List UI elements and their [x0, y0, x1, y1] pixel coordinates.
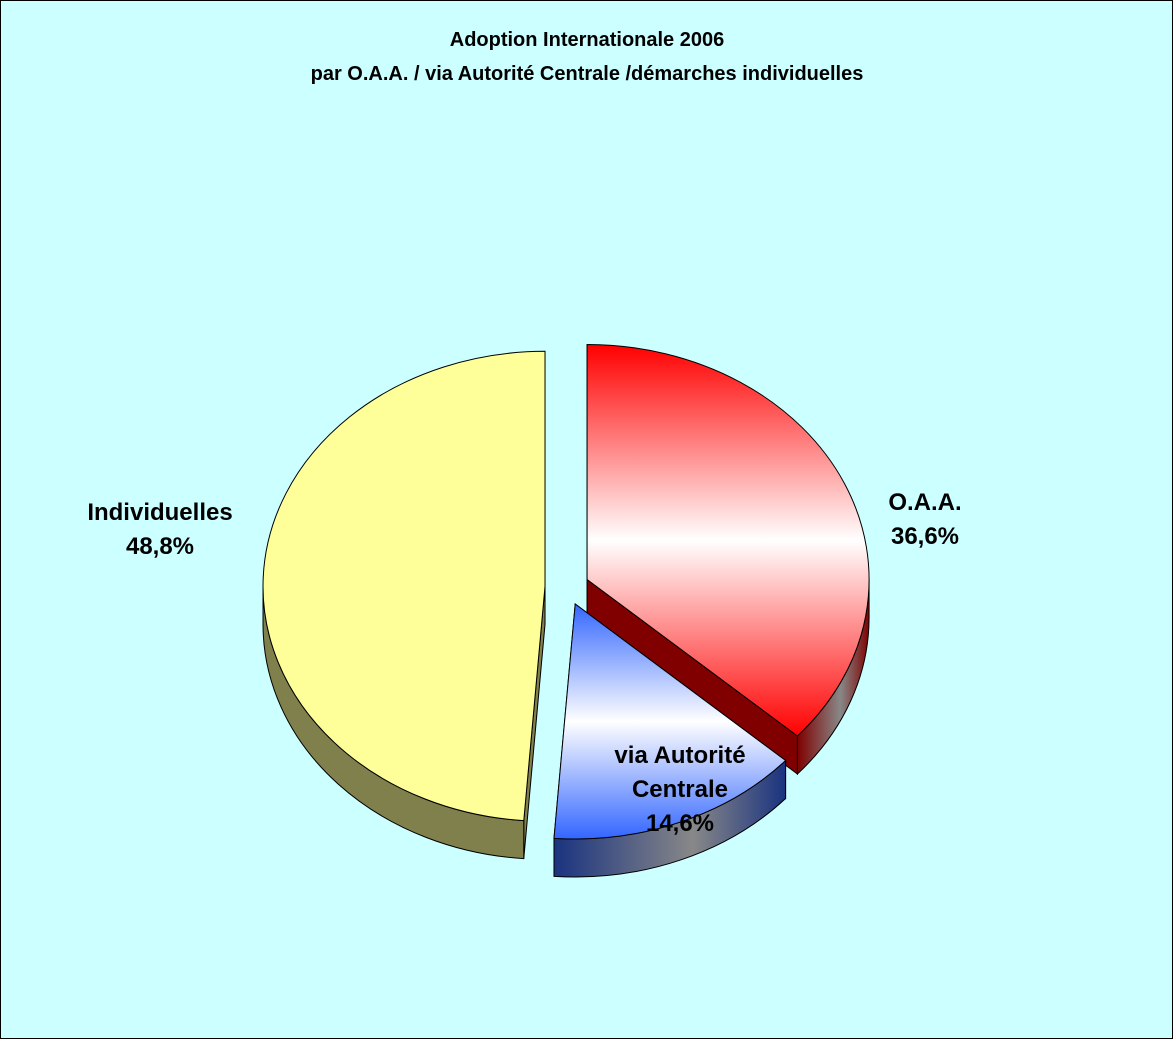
chart-subtitle: par O.A.A. / via Autorité Centrale /déma… — [311, 63, 864, 85]
category-label: via Autorité Centrale — [614, 742, 746, 803]
value-label: 14,6% — [645, 810, 715, 837]
slice-label: Individuelles 48,8% — [87, 496, 232, 564]
slice-label: O.A.A. 36,6% — [888, 486, 961, 554]
category-label: O.A.A. — [888, 489, 962, 516]
value-label: 36,6% — [890, 523, 960, 550]
value-label: 48,8% — [125, 533, 195, 560]
slice — [262, 350, 546, 822]
slice — [586, 344, 870, 737]
chart-title: Adoption Internationale 2006 — [450, 29, 724, 51]
slice-label: via Autorité Centrale 14,6% — [580, 739, 780, 841]
category-label: Individuelles — [87, 499, 233, 526]
slice — [553, 603, 787, 840]
